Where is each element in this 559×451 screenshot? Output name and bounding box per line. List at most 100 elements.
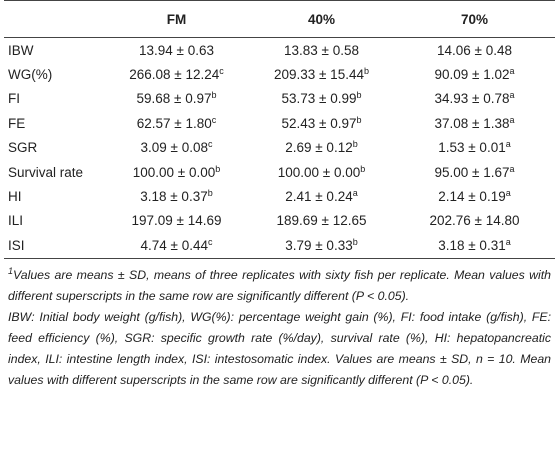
table-cell: 52.43 ± 0.97b bbox=[249, 111, 394, 135]
row-label: ILI bbox=[8, 213, 24, 229]
cell-value: 1.53 ± 0.01 bbox=[438, 140, 506, 156]
table-cell: 2.69 ± 0.12b bbox=[249, 136, 394, 160]
cell-value: 13.94 ± 0.63 bbox=[139, 42, 214, 58]
superscript: a bbox=[509, 163, 515, 174]
row-label: WG(%) bbox=[8, 67, 53, 83]
superscript: b bbox=[211, 90, 217, 101]
cell-value: 209.33 ± 15.44 bbox=[273, 67, 364, 83]
footnote-paragraph: IBW: Initial body weight (g/fish), WG(%)… bbox=[8, 307, 551, 391]
table-cell: 3.09 ± 0.08c bbox=[104, 136, 249, 160]
superscript: a bbox=[509, 90, 515, 101]
cell-value: 189.69 ± 12.65 bbox=[276, 213, 367, 229]
row-label: Survival rate bbox=[8, 164, 84, 180]
row-label: IBW bbox=[8, 42, 34, 58]
table-row: WG(%) 266.08 ± 12.24c 209.33 ± 15.44b 90.09… bbox=[4, 62, 555, 86]
cell-value: 34.93 ± 0.78 bbox=[434, 91, 510, 107]
superscript: b bbox=[356, 114, 362, 125]
table-row: ILI 197.09 ± 14.69 189.69 ± 12.65 202.76 ± … bbox=[4, 209, 555, 233]
table-row: IBW 13.94 ± 0.63 13.83 ± 0.58 14.06 ± 0.48 bbox=[4, 38, 555, 63]
superscript: c bbox=[219, 66, 224, 77]
superscript: a bbox=[505, 236, 511, 247]
table-row: FE 62.57 ± 1.80c 52.43 ± 0.97b 37.08 ± 1.38… bbox=[4, 111, 555, 135]
table-cell: 13.94 ± 0.63 bbox=[104, 38, 249, 63]
cell-value: 62.57 ± 1.80 bbox=[136, 115, 212, 131]
table-cell: 3.18 ± 0.31a bbox=[394, 233, 555, 259]
superscript: c bbox=[207, 236, 213, 247]
table-cell: 197.09 ± 14.69 bbox=[104, 209, 249, 233]
cell-value: 90.09 ± 1.02 bbox=[434, 67, 510, 83]
footnote-text: Values are means ± SD, means of three re… bbox=[8, 267, 551, 303]
superscript: b bbox=[352, 236, 358, 247]
cell-value: 100.00 ± 0.00 bbox=[132, 164, 216, 180]
superscript: a bbox=[505, 139, 511, 150]
table-cell: 14.06 ± 0.48 bbox=[394, 38, 555, 63]
cell-value: 53.73 ± 0.99 bbox=[281, 91, 357, 107]
header-row: FM 40% 70% bbox=[4, 0, 555, 38]
data-table: FM 40% 70% IBW 13.94 ± 0.63 13.83 ± 0.58 14.0… bbox=[4, 0, 555, 259]
superscript: b bbox=[215, 163, 221, 174]
table-cell: 100.00 ± 0.00b bbox=[249, 160, 394, 184]
row-label: FE bbox=[8, 115, 26, 131]
table-cell: 95.00 ± 1.67a bbox=[394, 160, 555, 184]
table-row: SGR 3.09 ± 0.08c 2.69 ± 0.12b 1.53 ± 0.01a bbox=[4, 136, 555, 160]
table-row: FI 59.68 ± 0.97b 53.73 ± 0.99b 34.93 ± 0.78… bbox=[4, 87, 555, 111]
superscript: c bbox=[207, 139, 213, 150]
table-row: HI 3.18 ± 0.37b 2.41 ± 0.24a 2.14 ± 0.19a bbox=[4, 184, 555, 208]
cell-value: 95.00 ± 1.67 bbox=[434, 164, 510, 180]
table-cell: 2.14 ± 0.19a bbox=[394, 184, 555, 208]
cell-value: 3.09 ± 0.08 bbox=[140, 140, 208, 156]
footnote-paragraph: 1Values are means ± SD, means of three r… bbox=[8, 265, 551, 307]
table-cell: 34.93 ± 0.78a bbox=[394, 87, 555, 111]
table-cell: 2.41 ± 0.24a bbox=[249, 184, 394, 208]
superscript: b bbox=[207, 188, 213, 199]
table-cell: 4.74 ± 0.44c bbox=[104, 233, 249, 259]
table-cell: 189.69 ± 12.65 bbox=[249, 209, 394, 233]
column-header: 70% bbox=[394, 0, 555, 38]
table-cell: 59.68 ± 0.97b bbox=[104, 87, 249, 111]
table-cell: 202.76 ± 14.80 bbox=[394, 209, 555, 233]
table-cell: 53.73 ± 0.99b bbox=[249, 87, 394, 111]
footnote-marker: 1 bbox=[8, 265, 14, 276]
column-header: 40% bbox=[249, 0, 394, 38]
row-label: SGR bbox=[8, 140, 38, 156]
cell-value: 266.08 ± 12.24 bbox=[129, 67, 220, 83]
table-cell: 3.18 ± 0.37b bbox=[104, 184, 249, 208]
footnote: 1Values are means ± SD, means of three r… bbox=[4, 259, 555, 391]
cell-value: 3.18 ± 0.31 bbox=[438, 237, 506, 253]
cell-value: 37.08 ± 1.38 bbox=[434, 115, 510, 131]
table-cell: 209.33 ± 15.44b bbox=[249, 62, 394, 86]
table-cell: 62.57 ± 1.80c bbox=[104, 111, 249, 135]
table-cell: 90.09 ± 1.02a bbox=[394, 62, 555, 86]
superscript: b bbox=[363, 66, 369, 77]
cell-value: 52.43 ± 0.97 bbox=[281, 115, 357, 131]
superscript: a bbox=[505, 188, 511, 199]
footnote-text: IBW: Initial body weight (g/fish), WG(%)… bbox=[8, 309, 551, 387]
table-cell: 1.53 ± 0.01a bbox=[394, 136, 555, 160]
table-row: Survival rate 100.00 ± 0.00b 100.00 ± 0.00… bbox=[4, 160, 555, 184]
cell-value: 59.68 ± 0.97 bbox=[136, 91, 212, 107]
cell-value: 197.09 ± 14.69 bbox=[131, 213, 222, 229]
superscript: c bbox=[211, 114, 217, 125]
table-cell: 3.79 ± 0.33b bbox=[249, 233, 394, 259]
cell-value: 100.00 ± 0.00 bbox=[277, 164, 361, 180]
table-cell: 266.08 ± 12.24c bbox=[104, 62, 249, 86]
header-cell bbox=[4, 0, 104, 38]
superscript: b bbox=[360, 163, 366, 174]
cell-value: 4.74 ± 0.44 bbox=[140, 237, 208, 253]
cell-value: 2.69 ± 0.12 bbox=[285, 140, 353, 156]
superscript: a bbox=[509, 66, 515, 77]
table-row: ISI 4.74 ± 0.44c 3.79 ± 0.33b 3.18 ± 0.31a bbox=[4, 233, 555, 259]
table-cell: 100.00 ± 0.00b bbox=[104, 160, 249, 184]
table-cell: 37.08 ± 1.38a bbox=[394, 111, 555, 135]
table-cell: 13.83 ± 0.58 bbox=[249, 38, 394, 63]
superscript: a bbox=[509, 114, 515, 125]
row-label: ISI bbox=[4, 233, 104, 259]
cell-value: 13.83 ± 0.58 bbox=[284, 42, 359, 58]
cell-value: 202.76 ± 14.80 bbox=[429, 213, 520, 229]
row-label: FI bbox=[8, 91, 20, 107]
superscript: a bbox=[352, 188, 358, 199]
column-header: FM bbox=[104, 0, 249, 38]
row-label: HI bbox=[8, 189, 22, 205]
cell-value: 14.06 ± 0.48 bbox=[437, 42, 512, 58]
